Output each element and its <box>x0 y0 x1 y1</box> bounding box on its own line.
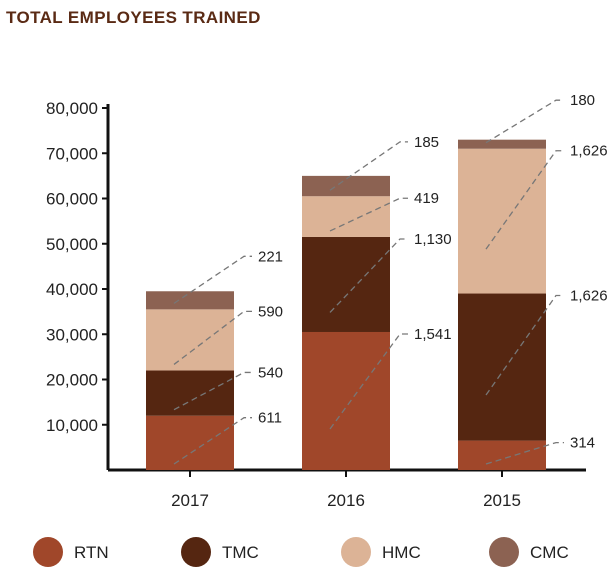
bar-segment-tmc-2016 <box>302 236 390 332</box>
bar-segment-rtn-2015 <box>458 440 546 470</box>
x-tick-label: 2016 <box>327 491 365 510</box>
leader-line <box>329 333 408 430</box>
y-tick-label: 30,000 <box>46 325 98 344</box>
bar-segment-tmc-2017 <box>146 370 234 416</box>
leader-line <box>173 417 252 465</box>
leader-line <box>485 441 564 465</box>
y-tick-label: 70,000 <box>46 144 98 163</box>
legend-label-cmc: CMC <box>530 543 569 562</box>
legend-swatch-hmc <box>341 537 371 567</box>
bar-segment-cmc-2016 <box>302 175 390 197</box>
data-label-rtn-2015: 314 <box>570 435 595 452</box>
chart-title: TOTAL EMPLOYEES TRAINED <box>6 8 261 27</box>
data-label-hmc-2015: 1,626 <box>570 143 607 160</box>
legend-swatch-rtn <box>33 537 63 567</box>
y-tick-label: 80,000 <box>46 99 98 118</box>
data-label-tmc-2015: 1,626 <box>570 288 607 305</box>
data-label-tmc-2016: 1,130 <box>414 231 452 248</box>
leader-line <box>173 310 252 365</box>
data-label-rtn-2016: 1,541 <box>414 326 452 343</box>
y-tick-label: 60,000 <box>46 190 98 209</box>
legend-swatch-cmc <box>489 537 519 567</box>
leader-line <box>485 150 564 250</box>
leader-line <box>329 197 408 232</box>
y-tick-label: 10,000 <box>46 416 98 435</box>
data-label-rtn-2017: 611 <box>258 410 282 427</box>
data-label-tmc-2017: 540 <box>258 364 283 381</box>
data-label-hmc-2017: 590 <box>258 303 283 320</box>
leader-line <box>329 141 408 191</box>
bar-segment-hmc-2016 <box>302 196 390 237</box>
y-tick-label: 50,000 <box>46 235 98 254</box>
leader-line <box>485 294 564 396</box>
bar-segment-rtn-2017 <box>146 415 234 470</box>
x-tick-label: 2017 <box>171 491 209 510</box>
data-label-cmc-2017: 221 <box>258 248 283 265</box>
legend-label-tmc: TMC <box>222 543 259 562</box>
data-label-cmc-2015: 180 <box>570 92 595 109</box>
bar-segment-hmc-2015 <box>458 148 546 294</box>
bar-segment-cmc-2015 <box>458 139 546 149</box>
leader-line <box>329 238 408 313</box>
data-label-hmc-2016: 419 <box>414 190 439 207</box>
bar-segment-hmc-2017 <box>146 309 234 371</box>
y-tick-label: 20,000 <box>46 371 98 390</box>
legend-label-rtn: RTN <box>74 543 109 562</box>
bar-segment-cmc-2017 <box>146 291 234 310</box>
leader-line <box>485 99 564 144</box>
legend-label-hmc: HMC <box>382 543 421 562</box>
bar-segment-tmc-2015 <box>458 293 546 441</box>
leader-line <box>173 371 252 411</box>
legend-swatch-tmc <box>181 537 211 567</box>
x-tick-label: 2015 <box>483 491 521 510</box>
y-tick-label: 40,000 <box>46 280 98 299</box>
leader-line <box>173 255 252 304</box>
data-label-cmc-2016: 185 <box>414 134 439 151</box>
bar-segment-rtn-2016 <box>302 331 390 470</box>
